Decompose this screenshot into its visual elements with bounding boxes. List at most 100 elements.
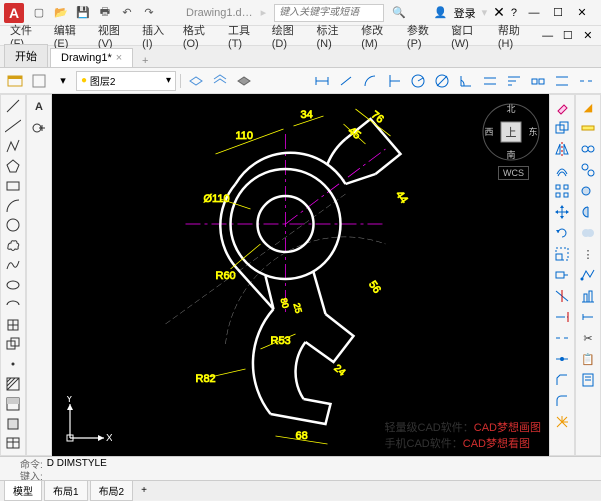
dim-baseline-icon[interactable] [503,70,525,92]
stretch-icon[interactable] [551,265,573,285]
align-icon[interactable] [577,286,599,306]
tab-add-button[interactable]: + [135,55,155,67]
measure-icon[interactable] [577,118,599,138]
spline-icon[interactable] [2,256,24,275]
polygon-icon[interactable] [2,156,24,175]
point-icon[interactable] [2,355,24,374]
array-icon[interactable] [551,181,573,201]
mirror-icon[interactable] [551,139,573,159]
dim-linear-icon[interactable] [311,70,333,92]
xline-icon[interactable] [2,117,24,136]
fillet-icon[interactable] [551,391,573,411]
pline-icon[interactable] [2,137,24,156]
rectangle-icon[interactable] [2,176,24,195]
intersect-icon[interactable] [577,223,599,243]
tab-close-icon[interactable]: × [116,52,122,64]
circle-icon[interactable] [2,216,24,235]
command-line[interactable]: 命令:D DIMSTYLE 键入: [0,456,601,480]
layout1-tab[interactable]: 布局1 [44,480,88,501]
line-icon[interactable] [2,97,24,116]
layer-filter-icon[interactable]: ▾ [52,70,74,92]
group-icon[interactable] [577,139,599,159]
extend-icon[interactable] [551,307,573,327]
dim-quick-icon[interactable] [479,70,501,92]
menu-draw[interactable]: 绘图(D) [266,20,309,52]
close-button[interactable]: ✕ [571,4,593,22]
rotate-icon[interactable] [551,223,573,243]
table-icon[interactable] [2,434,24,453]
tab-add-layout[interactable]: + [135,485,153,496]
dim-arc-icon[interactable] [359,70,381,92]
gradient-icon[interactable] [2,394,24,413]
offset-icon[interactable] [551,160,573,180]
login-label[interactable]: 登录 [454,5,476,21]
properties-icon[interactable] [577,370,599,390]
layer-states-icon[interactable] [28,70,50,92]
cut-icon[interactable]: ✂ [577,328,599,348]
view-cube[interactable]: 上 北 南 东 西 [481,102,541,162]
search-icon[interactable]: 🔍 [392,6,406,19]
erase-icon[interactable] [551,97,573,117]
dim-space-icon[interactable] [551,70,573,92]
chamfer-icon[interactable] [551,370,573,390]
menu-param[interactable]: 参数(P) [401,20,443,52]
menu-tools[interactable]: 工具(T) [222,20,264,52]
model-tab[interactable]: 模型 [4,480,42,501]
move-icon[interactable] [551,202,573,222]
divide-icon[interactable]: ⋮ [577,244,599,264]
revcloud-icon[interactable] [2,236,24,255]
clipboard-icon[interactable]: 📋 [577,349,599,369]
help-icon[interactable]: ? [511,7,517,19]
menu-format[interactable]: 格式(O) [177,20,220,52]
block-icon[interactable] [2,335,24,354]
arc-icon[interactable] [2,196,24,215]
dim-aligned-icon[interactable] [335,70,357,92]
copy-icon[interactable] [551,118,573,138]
union-icon[interactable] [577,181,599,201]
doc-restore[interactable]: ☐ [559,27,577,45]
tab-start[interactable]: 开始 [4,44,48,67]
doc-close[interactable]: ✕ [579,27,597,45]
insert-icon[interactable] [2,315,24,334]
dim-diameter-icon[interactable] [431,70,453,92]
layer-iso-icon[interactable] [185,70,207,92]
hatch-icon[interactable] [2,375,24,394]
layer-uniso-icon[interactable] [209,70,231,92]
dim-angular-icon[interactable] [455,70,477,92]
region-icon[interactable] [2,414,24,433]
scale-icon[interactable] [551,244,573,264]
dim-ord-icon[interactable] [383,70,405,92]
drawing-canvas[interactable]: 110 34 76 45 44 Ø110 R60 80 25 56 R53 R8… [52,94,549,456]
subtract-icon[interactable] [577,202,599,222]
layer-dropdown[interactable]: ● 图层2 ▾ [76,71,176,91]
mtext-icon[interactable]: A [28,97,50,117]
trim-icon[interactable] [551,286,573,306]
addselected-icon[interactable] [28,118,50,138]
layout2-tab[interactable]: 布局2 [90,480,134,501]
layer-props-icon[interactable] [4,70,26,92]
menu-window[interactable]: 窗口(W) [445,20,490,52]
ungroup-icon[interactable] [577,160,599,180]
dim-radius-icon[interactable] [407,70,429,92]
menu-view[interactable]: 视图(V) [92,20,134,52]
menu-insert[interactable]: 插入(I) [136,20,175,52]
tab-drawing1[interactable]: Drawing1* × [50,48,133,67]
join-icon[interactable] [551,349,573,369]
layer-freeze-icon[interactable] [233,70,255,92]
break-icon[interactable] [551,328,573,348]
explode-icon[interactable] [551,412,573,432]
doc-minimize[interactable]: — [539,27,557,45]
lengthen-icon[interactable] [577,307,599,327]
menu-modify[interactable]: 修改(M) [355,20,399,52]
maximize-button[interactable]: ☐ [547,4,569,22]
menu-dim[interactable]: 标注(N) [310,20,353,52]
select-icon[interactable]: ◢ [577,97,599,117]
ellipsearc-icon[interactable] [2,295,24,314]
menu-edit[interactable]: 编辑(E) [48,20,90,52]
exchange-icon[interactable]: ✕ [493,4,505,21]
menu-help[interactable]: 帮助(H) [492,20,535,52]
ellipse-icon[interactable] [2,275,24,294]
wcs-label[interactable]: WCS [498,166,529,180]
user-icon[interactable]: 👤 [434,6,448,19]
pedit-icon[interactable] [577,265,599,285]
